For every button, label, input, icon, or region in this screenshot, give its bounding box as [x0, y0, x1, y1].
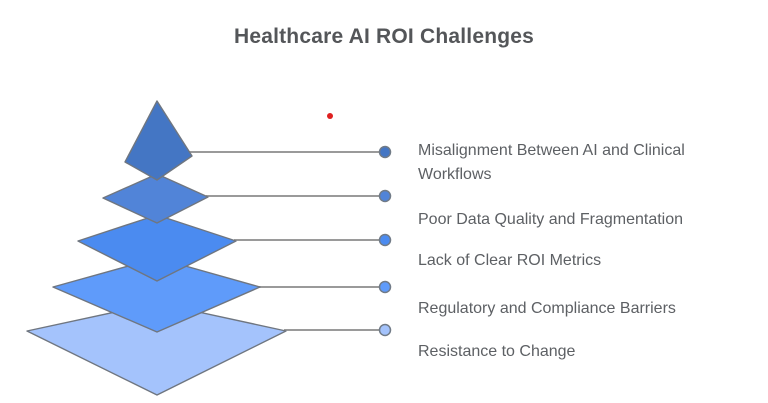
pyramid-level-3-shape	[77, 214, 237, 282]
diagram-title: Healthcare AI ROI Challenges	[233, 25, 535, 48]
pyramid-level-2-shape	[102, 173, 209, 224]
connector-dot-3	[378, 233, 392, 247]
connector-dot-4	[378, 280, 392, 294]
connector-dot-1	[378, 145, 392, 159]
level-label-5: Resistance to Change	[418, 343, 576, 360]
pyramid-level-1-shape	[124, 100, 193, 181]
connector-dot-5	[378, 323, 392, 337]
connector-dot-2	[378, 189, 392, 203]
level-label-2: Poor Data Quality and Fragmentation	[418, 211, 684, 228]
level-label-1: Misalignment Between AI and Clinical Wor…	[418, 142, 685, 183]
pyramid-level-5-shape	[26, 302, 287, 396]
pyramid-level-4-shape	[52, 257, 261, 333]
level-label-3: Lack of Clear ROI Metrics	[418, 252, 602, 269]
red-marker-dot	[327, 113, 333, 119]
level-label-4: Regulatory and Compliance Barriers	[418, 300, 676, 317]
